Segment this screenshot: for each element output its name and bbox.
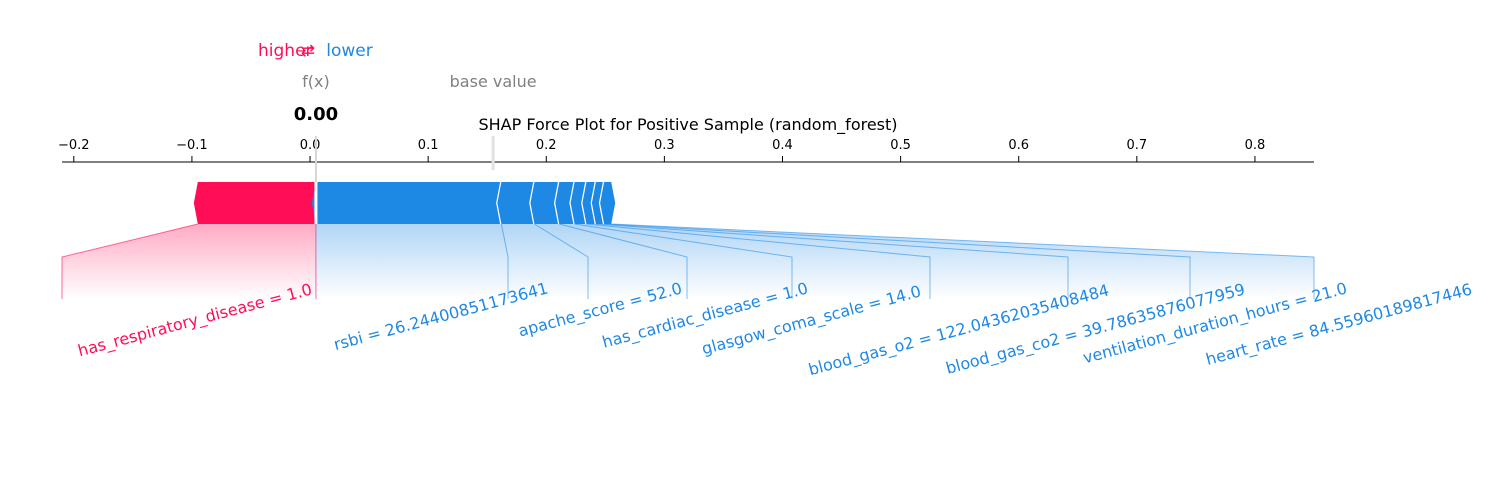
positive-connector-fill <box>62 224 316 299</box>
x-tick-label: −0.2 <box>58 138 90 153</box>
legend-higher: higher <box>258 41 313 61</box>
x-tick-label: 0.5 <box>890 138 911 153</box>
label-connectors <box>61 223 1315 299</box>
negative-connector-line <box>595 223 1069 299</box>
negative-feature-bar <box>497 182 535 224</box>
chart-title: SHAP Force Plot for Positive Sample (ran… <box>478 115 897 135</box>
negative-connector-line <box>559 223 688 299</box>
x-tick-label: 0.7 <box>1126 138 1147 153</box>
negative-feature-bar <box>582 182 596 224</box>
legend-arrow-icon: ⇄ <box>301 41 315 61</box>
negative-connector-line <box>604 223 1191 299</box>
negative-feature-bar <box>600 182 616 224</box>
negative-connector-line <box>586 223 931 299</box>
x-tick-label: 0.6 <box>1008 138 1029 153</box>
base-value-label: base value <box>450 72 537 91</box>
feature-labels: has_respiratory_disease = 1.0 rsbi = 26.2… <box>76 279 1475 381</box>
x-tick-label: −0.1 <box>176 138 208 153</box>
x-tick-label: 0.2 <box>536 138 557 153</box>
negative-feature-bar <box>311 182 502 224</box>
x-tick-label: 0.0 <box>300 138 321 153</box>
bar-separator <box>496 181 503 225</box>
output-value: 0.00 <box>294 104 338 125</box>
negative-feature-bar <box>555 182 575 224</box>
positive-connector-line <box>61 223 198 299</box>
negative-connector-line <box>500 223 509 299</box>
negative-connector-fill <box>315 224 1315 299</box>
force-bars <box>193 181 616 225</box>
bar-separator <box>569 181 576 225</box>
negative-feature-bar <box>570 182 587 224</box>
negative-connector-line <box>534 223 589 299</box>
x-tick-label: 0.3 <box>654 138 675 153</box>
negative-feature-bar <box>530 182 560 224</box>
positive-feature-bar <box>193 182 316 224</box>
x-axis: −0.2 −0.1 0.0 0.1 0.2 0.3 0.4 0.5 0.6 0.7 0.8 <box>58 136 1314 185</box>
negative-connector-line <box>611 223 1315 299</box>
negative-connector-line <box>574 223 793 299</box>
x-tick-label: 0.8 <box>1245 138 1266 153</box>
x-tick-label: 0.1 <box>418 138 439 153</box>
x-tick-label: 0.4 <box>772 138 793 153</box>
output-label: f(x) <box>302 72 330 91</box>
legend-lower: lower <box>326 41 372 61</box>
